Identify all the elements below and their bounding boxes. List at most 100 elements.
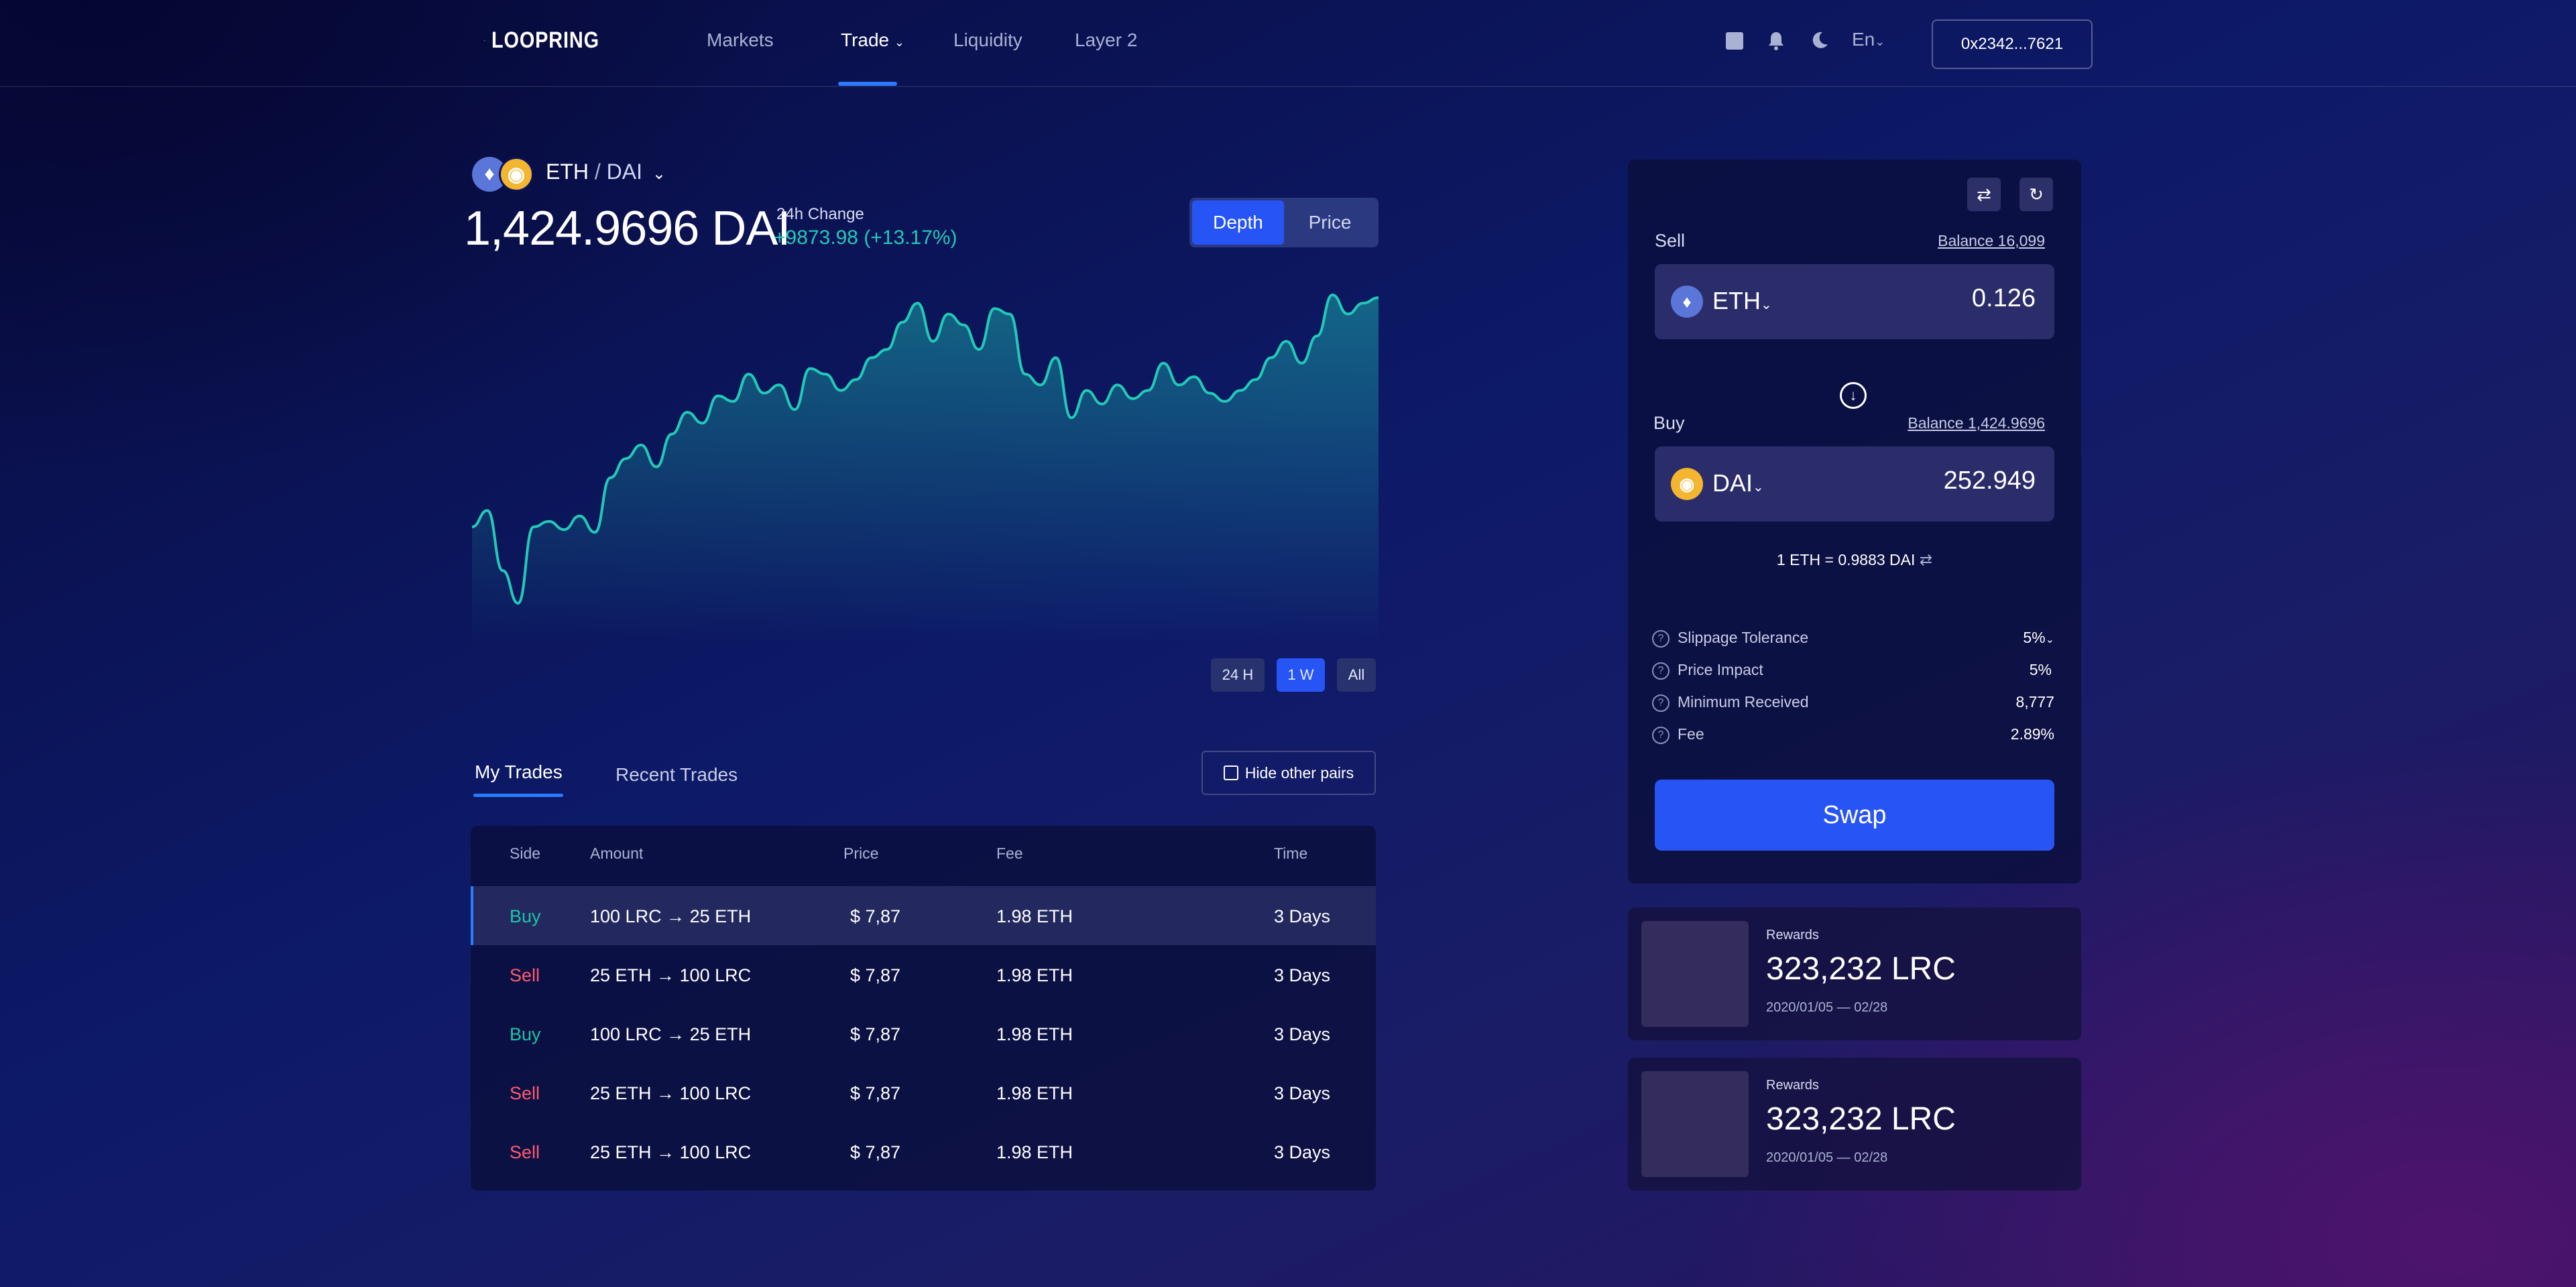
row-fee: 1.98 ETH [996, 1083, 1073, 1103]
logo-text: LOOPRING [491, 27, 599, 53]
row-price: $ 7,87 [850, 1142, 901, 1162]
rewards-amount: 323,232 LRC [1766, 1101, 1956, 1137]
chevron-down-icon: ⌄ [1761, 298, 1772, 312]
trades-table: Side Amount Price Fee Time Buy 100 LRC →… [471, 826, 1376, 1190]
arrow-down-icon[interactable]: ↓ [1840, 382, 1867, 409]
sell-field: ♦ ETH⌄ 0.126 [1655, 264, 2054, 339]
help-icon: ? [1652, 629, 1670, 648]
nav-active-indicator [838, 82, 897, 86]
change-label: 24h Change [776, 205, 864, 223]
sell-balance[interactable]: Balance 16,099 [1938, 232, 2045, 249]
col-side: Side [510, 845, 541, 862]
pair-selector[interactable]: ETH / DAI ⌄ [546, 160, 666, 184]
sell-token-select[interactable]: ETH⌄ [1712, 287, 1772, 315]
range-24h[interactable]: 24 H [1211, 658, 1265, 692]
swap-button[interactable]: Swap [1655, 780, 2054, 851]
help-icon: ? [1652, 694, 1670, 712]
pair-base: ETH [546, 160, 589, 184]
buy-label: Buy [1653, 413, 1685, 433]
bell-icon[interactable] [1767, 31, 1785, 55]
row-time: 3 Days [1274, 1024, 1331, 1044]
rewards-title: Rewards [1766, 1078, 1819, 1093]
trades-tab-indicator [473, 794, 563, 797]
row-fee: 1.98 ETH [996, 906, 1073, 926]
moon-icon[interactable] [1810, 31, 1829, 54]
row-side: Buy [510, 1024, 541, 1044]
rewards-title: Rewards [1766, 928, 1819, 942]
row-fee: 1.98 ETH [996, 1142, 1073, 1162]
row-side: Sell [510, 1142, 540, 1162]
top-bar: LOOPRING Markets Trade ⌄ Liquidity Layer… [0, 0, 2576, 87]
buy-balance[interactable]: Balance 1,424.9696 [1908, 414, 2045, 432]
row-time: 3 Days [1274, 1083, 1331, 1103]
col-fee: Fee [996, 845, 1023, 862]
tab-price[interactable]: Price [1308, 212, 1352, 233]
row-price: $ 7,87 [850, 906, 901, 926]
row-side: Sell [510, 1083, 540, 1103]
refresh-icon[interactable]: ↻ [2019, 178, 2053, 211]
col-amount: Amount [590, 845, 644, 862]
col-time: Time [1274, 845, 1308, 862]
help-icon: ? [1652, 726, 1670, 744]
rewards-period: 2020/01/05 — 02/28 [1766, 1000, 1888, 1015]
table-row[interactable]: Sell 25 ETH → 100 LRC $ 7,87 1.98 ETH 3 … [471, 945, 1376, 1004]
table-row[interactable]: Sell 25 ETH → 100 LRC $ 7,87 1.98 ETH 3 … [471, 1122, 1376, 1181]
buy-token-select[interactable]: DAI⌄ [1712, 469, 1764, 497]
minimum-received-value: 8,777 [2015, 693, 2054, 711]
table-row[interactable]: Buy 100 LRC → 25 ETH $ 7,87 1.98 ETH 3 D… [471, 886, 1376, 945]
buy-amount-input[interactable]: 252.949 [1943, 467, 2036, 495]
checkbox-box [1223, 765, 1238, 780]
buy-field: ◉ DAI⌄ 252.949 [1655, 446, 2054, 522]
fee-value: 2.89% [2010, 725, 2054, 743]
rewards-card[interactable]: Rewards 323,232 LRC 2020/01/05 — 02/28 [1628, 1058, 2081, 1190]
download-icon[interactable] [1726, 32, 1743, 50]
row-amount: 100 LRC → 25 ETH [590, 1024, 752, 1044]
row-fee: 1.98 ETH [996, 1024, 1073, 1044]
swap-direction-icon[interactable]: ⇄ [1967, 178, 2001, 211]
range-all[interactable]: All [1337, 658, 1376, 692]
chevron-down-icon: ⌄ [652, 165, 666, 183]
table-row[interactable]: Sell 25 ETH → 100 LRC $ 7,87 1.98 ETH 3 … [471, 1063, 1376, 1122]
detail-label: Price Impact [1678, 661, 1763, 678]
row-price: $ 7,87 [850, 965, 901, 985]
current-price: 1,424.9696 DAI [464, 202, 791, 255]
hide-other-pairs-checkbox[interactable]: Hide other pairs [1202, 751, 1376, 795]
detail-value: 5% [2023, 629, 2046, 646]
nav-layer2[interactable]: Layer 2 [1075, 29, 1138, 50]
minimum-received-label: ? Minimum Received [1652, 693, 1809, 712]
nav-markets[interactable]: Markets [707, 29, 774, 50]
tab-depth[interactable]: Depth [1192, 200, 1284, 245]
chart-view-toggle: Depth Price [1189, 198, 1379, 247]
buy-token-label: DAI [1712, 469, 1753, 497]
price-impact-value: 5% [2029, 661, 2052, 678]
exchange-rate[interactable]: 1 ETH = 0.9883 DAI ⇄ [1655, 551, 2054, 569]
row-price: $ 7,87 [850, 1024, 901, 1044]
pair-quote: DAI [606, 160, 643, 184]
change-value: +9873.98 (+13.17%) [774, 227, 957, 249]
slippage-tolerance-select[interactable]: 5%⌄ [1998, 629, 2054, 647]
wallet-address-button[interactable]: 0x2342...7621 [1932, 19, 2093, 69]
pair-separator: / [594, 160, 601, 184]
chart-series-line [472, 293, 1379, 605]
price-chart [472, 293, 1379, 644]
nav-liquidity[interactable]: Liquidity [953, 29, 1022, 50]
dai-coin-icon: ◉ [1671, 468, 1703, 500]
row-amount: 25 ETH → 100 LRC [590, 1142, 752, 1162]
sell-token-label: ETH [1712, 287, 1761, 314]
tab-my-trades[interactable]: My Trades [475, 761, 563, 782]
chevron-down-icon: ⌄ [894, 36, 904, 49]
price-impact-label: ? Price Impact [1652, 661, 1763, 680]
rewards-card[interactable]: Rewards 323,232 LRC 2020/01/05 — 02/28 [1628, 908, 2081, 1040]
fee-label: ? Fee [1652, 725, 1704, 744]
nav-trade[interactable]: Trade ⌄ [841, 29, 904, 51]
range-1w[interactable]: 1 W [1277, 658, 1325, 692]
table-row[interactable]: Buy 100 LRC → 25 ETH $ 7,87 1.98 ETH 3 D… [471, 1004, 1376, 1063]
tab-recent-trades[interactable]: Recent Trades [616, 764, 738, 785]
exchange-rate-text: 1 ETH = 0.9883 DAI [1776, 551, 1916, 568]
sell-amount-input[interactable]: 0.126 [1971, 284, 2036, 312]
loopring-logo[interactable]: LOOPRING [484, 20, 618, 60]
language-select[interactable]: En⌄ [1852, 29, 1885, 52]
chevron-down-icon: ⌄ [1753, 480, 1764, 495]
detail-label: Slippage Tolerance [1678, 629, 1809, 646]
row-amount: 100 LRC → 25 ETH [590, 906, 752, 926]
